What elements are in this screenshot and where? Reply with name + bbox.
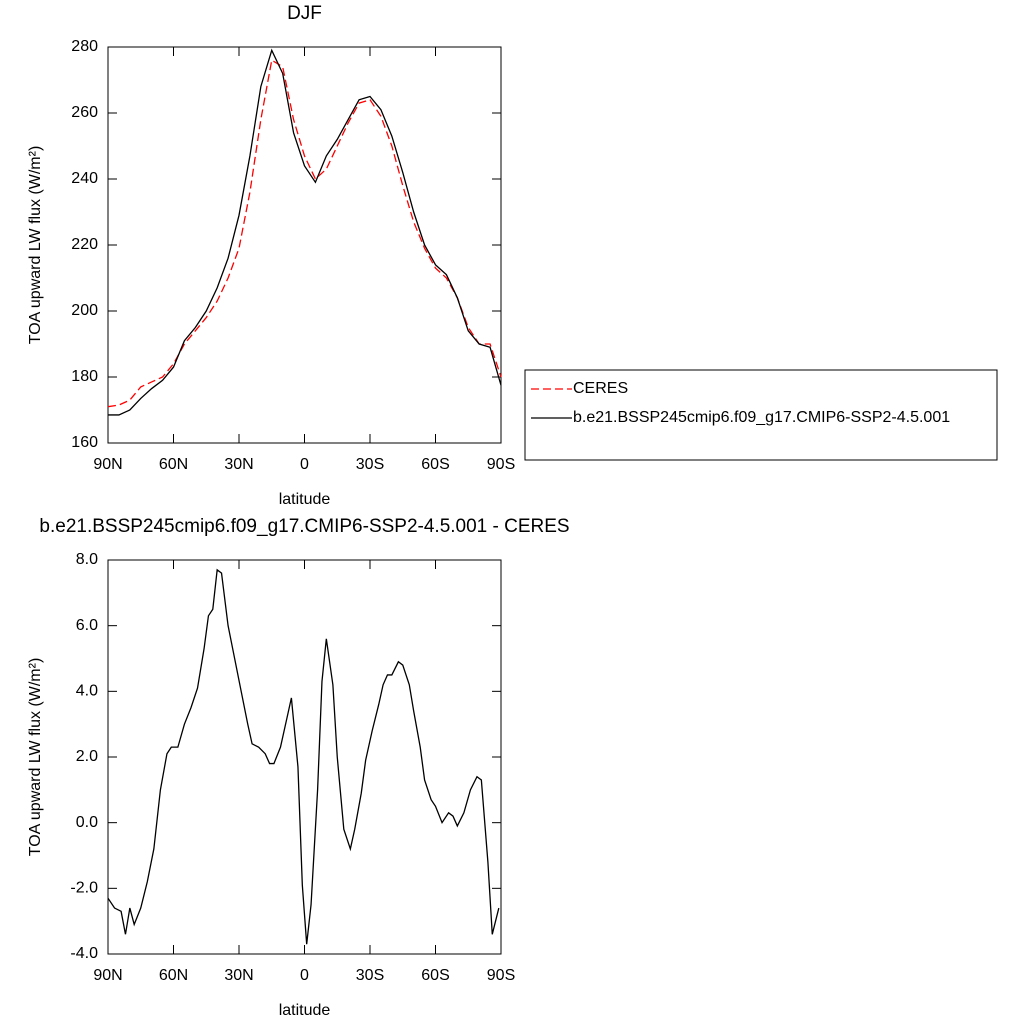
y-tick-label: 220 <box>71 236 98 253</box>
x-axis-label: latitude <box>279 1002 331 1019</box>
x-tick-label: 30S <box>356 967 384 984</box>
y-tick-label: -2.0 <box>70 880 98 897</box>
x-tick-label: 0 <box>300 456 309 473</box>
y-axis-label: TOA upward LW flux (W/m²) <box>27 658 44 857</box>
x-tick-label: 90N <box>93 967 122 984</box>
x-tick-label: 60N <box>159 967 188 984</box>
y-tick-label: 2.0 <box>76 748 98 765</box>
x-tick-label: 90S <box>487 967 515 984</box>
y-tick-label: 4.0 <box>76 683 98 700</box>
legend-label: CERES <box>573 380 628 397</box>
y-tick-label: 260 <box>71 104 98 121</box>
x-tick-label: 60N <box>159 456 188 473</box>
x-tick-label: 30S <box>356 456 384 473</box>
y-tick-label: 160 <box>71 434 98 451</box>
y-tick-label: -4.0 <box>70 945 98 962</box>
data-line <box>107 568 500 945</box>
y-tick-label: 200 <box>71 302 98 319</box>
legend-label: b.e21.BSSP245cmip6.f09_g17.CMIP6-SSP2-4.… <box>573 409 950 426</box>
plot-frame <box>107 46 502 444</box>
y-tick-label: 0.0 <box>76 814 98 831</box>
x-tick-label: 90N <box>93 456 122 473</box>
y-tick-label: 240 <box>71 170 98 187</box>
legend-box <box>524 369 998 461</box>
data-line <box>107 59 502 408</box>
data-line <box>108 48 502 416</box>
chart-title: DJF <box>287 3 322 24</box>
plot-frame <box>107 559 502 955</box>
x-tick-label: 60S <box>421 967 449 984</box>
y-axis-label: TOA upward LW flux (W/m²) <box>27 146 44 345</box>
x-tick-label: 60S <box>421 456 449 473</box>
y-tick-label: 8.0 <box>76 551 98 568</box>
y-tick-label: 6.0 <box>76 617 98 634</box>
x-tick-label: 30N <box>224 967 253 984</box>
chart-title: b.e21.BSSP245cmip6.f09_g17.CMIP6-SSP2-4.… <box>39 516 569 537</box>
x-tick-label: 0 <box>300 967 309 984</box>
x-tick-label: 90S <box>487 456 515 473</box>
x-tick-label: 30N <box>224 456 253 473</box>
y-tick-label: 280 <box>71 38 98 55</box>
y-tick-label: 180 <box>71 368 98 385</box>
x-axis-label: latitude <box>279 491 331 508</box>
